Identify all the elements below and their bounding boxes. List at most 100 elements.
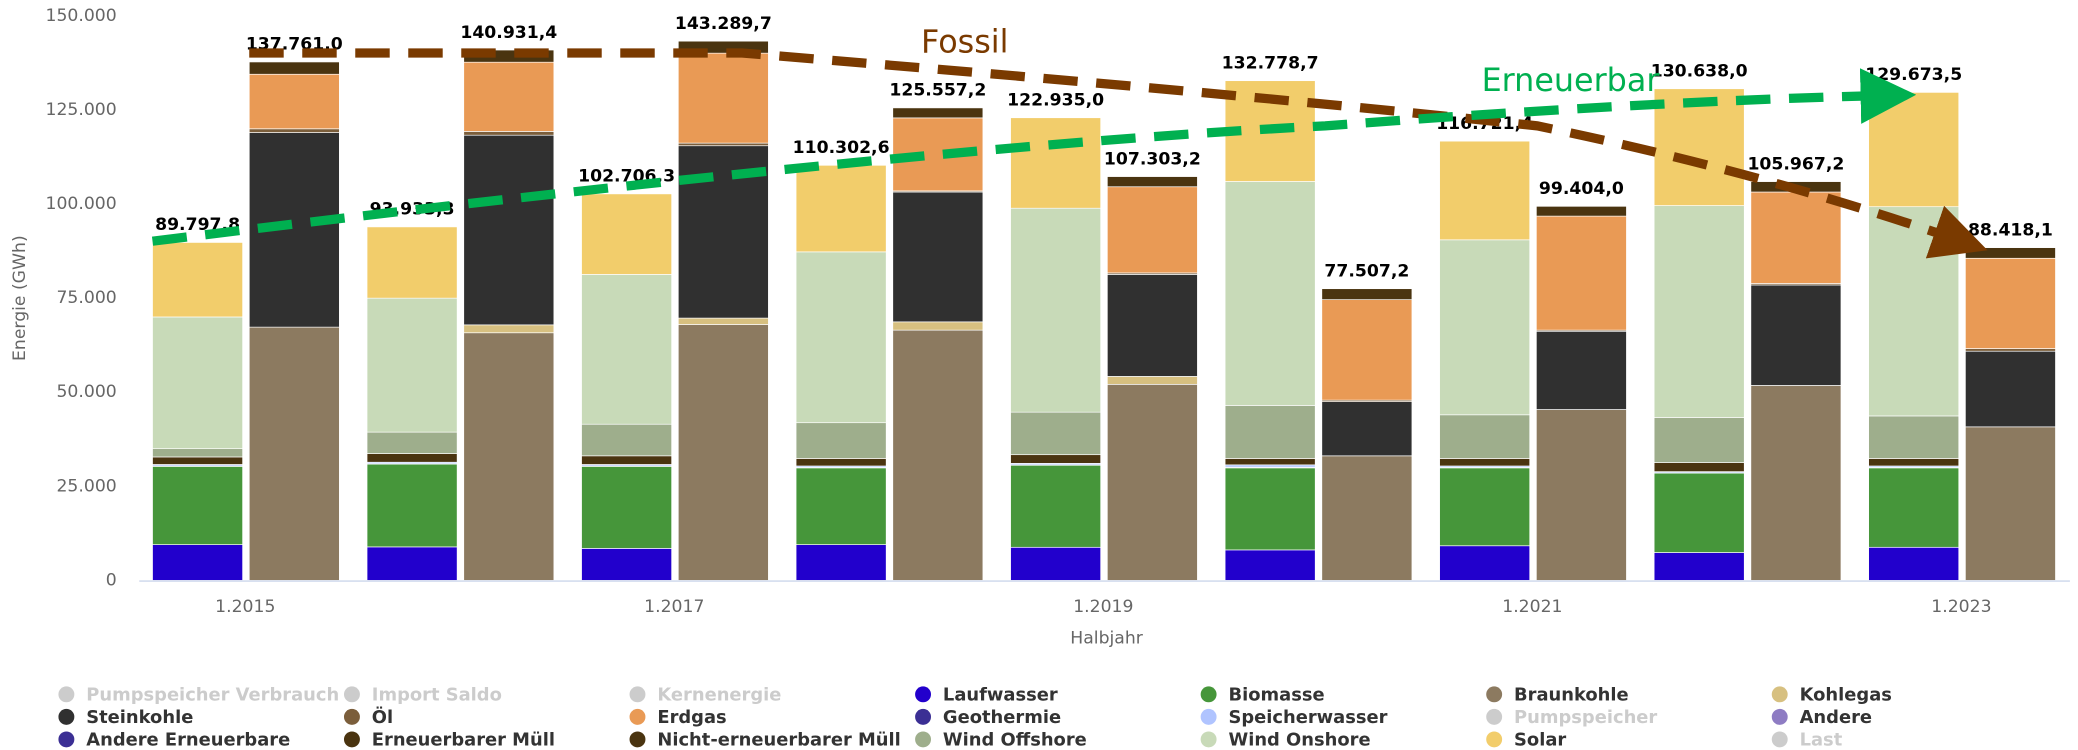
bar-segment [152,316,243,450]
total-label: 122.935,0 [1007,91,1104,111]
bar-segment [463,61,555,132]
bar-segment [581,274,672,425]
legend-label: Solar [1514,730,1566,750]
bar-segment [248,326,340,581]
bar-segment [1868,546,1960,581]
x-tick-label: 1.2021 [1502,597,1562,617]
renewable-label: Erneuerbar [1482,62,1661,99]
bar-segment [795,164,887,253]
bar-segment [1965,350,2056,428]
y-tick-label: 125.000 [46,100,117,120]
legend-marker [58,708,75,725]
bar-segment [795,467,887,545]
legend-label: Pumpspeicher Verbrauch [86,685,339,706]
legend: Pumpspeicher Verbrauch Import Saldo Kernen… [58,685,1892,750]
bar-segment [1653,462,1745,472]
annotations: Fossil Erneuerbar [151,24,1988,259]
bar-segment [152,544,243,581]
bar-segment [1439,239,1531,416]
bar-segment [1653,88,1745,206]
legend-label: Andere [1800,707,1872,728]
bar-segment [795,422,887,459]
bar-segment [1750,284,1842,386]
bar-segment [1653,472,1745,553]
bar-segment [795,458,887,467]
legend-label: Last [1800,730,1843,750]
bar-segment [1224,405,1316,459]
bar-segment [1106,274,1198,377]
legend-marker [58,731,75,748]
legend-marker [1771,731,1788,748]
bar-segment [1653,552,1745,581]
legend-label: Erneuerbarer Müll [372,730,555,750]
legend-marker [1200,731,1217,748]
legend-label: Erdgas [657,707,726,728]
bar-segment [248,61,340,75]
bar-segment [1224,464,1316,468]
bar-segment [366,431,458,454]
legend-label: Laufwasser [943,685,1058,706]
bar-segment [1106,186,1198,274]
bar-segment [366,297,458,433]
bar-segment [1010,117,1102,209]
bar-segment [1965,257,2056,349]
bar-segment [1106,376,1198,385]
bar-segment [1439,467,1531,547]
bar-segment [581,455,672,465]
bar-segment [1965,247,2056,259]
legend-marker [629,708,646,725]
bar-segment [1653,205,1745,418]
y-tick-label: 150.000 [46,6,117,26]
bar-segment [152,456,243,465]
bar-segment [1010,207,1102,413]
bar-segment [581,193,672,275]
legend-marker [1771,686,1788,703]
x-tick-label: 1.2015 [215,597,275,617]
bar-segment [1010,454,1102,464]
bar-segment [1224,467,1316,551]
bar-segment [1965,348,2056,352]
bar-segment [1010,411,1102,456]
x-axis-title: Halbjahr [1070,629,1143,649]
legend-marker [58,686,75,703]
bar-segment [1439,458,1531,467]
legend-marker [1486,686,1503,703]
bar-segment [1868,92,1960,208]
bar-segment [892,329,984,581]
legend-label: Kernenergie [657,685,781,706]
bar-segment [1536,205,1627,217]
bar-segment [1653,417,1745,463]
y-tick-label: 100.000 [46,194,117,214]
bar-segment [1965,426,2056,581]
legend-marker [343,731,360,748]
legend-marker [1486,731,1503,748]
fossil-arrow [249,48,1988,259]
bar-segment [366,463,458,548]
bar-segment [1750,191,1842,284]
bar-segment [1106,383,1198,581]
legend-marker [1200,708,1217,725]
bar-segment [1868,415,1960,459]
legend-label: Geothermie [943,707,1061,728]
legend-label: Speicherwasser [1228,707,1387,728]
legend-label: Kohlegas [1800,685,1892,706]
bar-segment [1224,549,1316,581]
y-tick-label: 25.000 [56,476,116,496]
total-label: 143.289,7 [675,14,772,34]
bar-segment [152,448,243,458]
legend-label: Wind Offshore [943,730,1087,750]
total-label: 130.638,0 [1651,62,1748,82]
bar-segment [1321,299,1413,401]
total-label: 88.418,1 [1968,220,2053,240]
legend-marker [1200,686,1217,703]
renewable-arrow [151,68,1917,246]
legend-marker [915,731,932,748]
bar-segment [795,544,887,581]
fossil-label: Fossil [921,24,1008,61]
bar-segment [1321,401,1413,457]
legend-label: Andere Erneuerbare [86,730,290,750]
total-label: 140.931,4 [460,23,557,43]
legend-label: Braunkohle [1514,685,1629,706]
bar-segment [1536,409,1627,581]
